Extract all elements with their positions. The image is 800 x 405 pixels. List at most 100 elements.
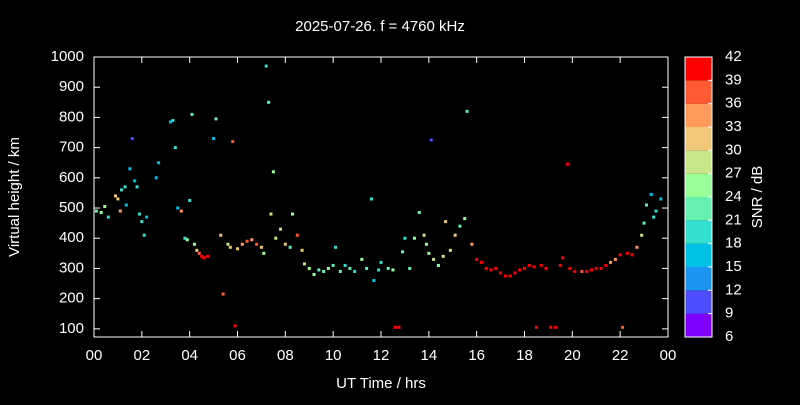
colorbar-tick-label: 18 <box>725 235 742 252</box>
data-point <box>432 257 436 261</box>
x-tick-label: 18 <box>516 347 533 364</box>
x-tick-label: 12 <box>373 347 390 364</box>
data-point <box>527 263 531 267</box>
data-point <box>130 137 134 141</box>
data-point <box>659 197 663 201</box>
colorbar-swatch <box>685 267 712 291</box>
colorbar-swatch <box>685 150 712 174</box>
data-point <box>233 324 237 328</box>
colorbar-tick-label: 15 <box>725 258 742 275</box>
data-point <box>544 266 548 270</box>
data-point <box>274 236 278 240</box>
data-point <box>436 263 440 267</box>
data-point <box>307 266 311 270</box>
y-tick-label: 900 <box>59 78 84 95</box>
data-point <box>654 209 658 213</box>
data-point <box>630 253 634 257</box>
data-point <box>599 266 603 270</box>
data-point <box>120 188 124 192</box>
data-point <box>219 233 223 237</box>
data-point <box>448 248 452 252</box>
data-point <box>618 253 622 257</box>
data-point <box>458 224 462 228</box>
data-point <box>369 197 373 201</box>
data-point <box>573 269 577 273</box>
colorbar-tick-label: 27 <box>725 165 742 182</box>
data-point <box>377 268 381 272</box>
data-point <box>103 205 107 209</box>
data-point <box>539 263 543 267</box>
x-tick-label: 14 <box>420 347 437 364</box>
data-point <box>140 220 144 224</box>
data-point <box>173 146 177 150</box>
data-point <box>393 325 397 329</box>
data-point <box>169 120 173 124</box>
data-point <box>185 238 189 242</box>
data-point <box>231 140 235 144</box>
data-point <box>300 248 304 252</box>
data-point <box>267 100 271 104</box>
data-point <box>334 245 338 249</box>
colorbar-tick-label: 30 <box>725 141 742 158</box>
data-point <box>202 256 206 260</box>
data-point <box>118 209 122 213</box>
x-tick-label: 08 <box>277 347 294 364</box>
colorbar-swatch <box>685 173 712 197</box>
data-point <box>503 274 507 278</box>
x-axis-label: UT Time / hrs <box>336 375 426 392</box>
colorbar-label: SNR / dB <box>749 166 766 229</box>
data-point <box>453 233 457 237</box>
data-point <box>360 257 364 261</box>
data-point <box>114 194 118 198</box>
data-point <box>240 242 244 246</box>
data-point <box>295 233 299 237</box>
data-point <box>326 266 330 270</box>
data-point <box>640 233 644 237</box>
y-tick-label: 100 <box>59 320 84 337</box>
data-point <box>372 279 376 283</box>
data-point <box>625 251 629 255</box>
data-point <box>523 266 526 270</box>
y-axis-label: Virtual height / km <box>6 137 23 257</box>
data-point <box>499 271 503 275</box>
data-point <box>408 266 412 270</box>
data-point <box>554 325 558 329</box>
y-tick-label: 600 <box>59 169 84 186</box>
data-point <box>317 268 321 272</box>
data-point <box>322 269 326 273</box>
data-point <box>264 64 268 68</box>
data-point <box>128 167 132 171</box>
data-point <box>566 162 570 166</box>
y-tick-label: 400 <box>59 229 84 246</box>
data-point <box>427 251 431 255</box>
data-point <box>417 211 421 215</box>
data-point <box>94 209 98 213</box>
data-point <box>291 212 295 216</box>
data-point <box>154 176 158 180</box>
data-point <box>197 251 201 255</box>
data-point <box>212 137 216 141</box>
colorbar-tick-label: 42 <box>725 48 742 65</box>
data-point <box>157 161 161 165</box>
data-point <box>379 260 383 264</box>
y-tick-label: 800 <box>59 108 84 125</box>
data-point <box>585 269 589 273</box>
data-point <box>613 257 617 261</box>
data-point <box>259 245 263 249</box>
data-point <box>279 227 283 231</box>
x-tick-label: 00 <box>660 347 677 364</box>
data-point <box>424 242 428 246</box>
data-point <box>412 236 416 240</box>
x-tick-label: 20 <box>564 347 581 364</box>
data-point <box>649 192 653 196</box>
data-point <box>343 263 347 267</box>
data-point <box>124 203 128 207</box>
x-tick-label: 22 <box>612 347 629 364</box>
data-point <box>142 233 146 237</box>
data-point <box>302 262 306 266</box>
data-point <box>429 138 433 142</box>
data-point <box>635 245 639 249</box>
data-point <box>463 217 467 221</box>
data-point <box>331 263 335 267</box>
